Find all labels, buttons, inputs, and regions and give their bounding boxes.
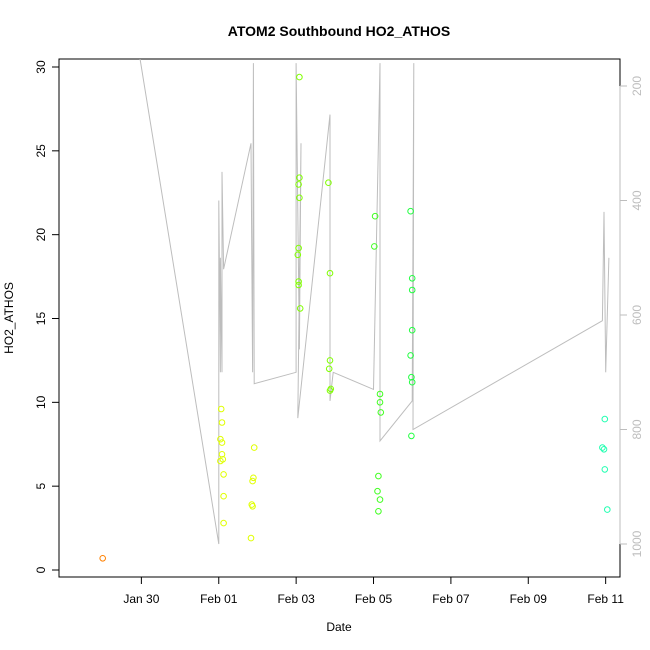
data-point	[295, 281, 302, 289]
chart-title: ATOM2 Southbound HO2_ATHOS	[228, 23, 450, 39]
x-tick-label: Feb 07	[432, 592, 470, 606]
right-tick-label: 400	[630, 190, 644, 210]
data-point	[599, 444, 606, 451]
data-point	[407, 352, 414, 359]
data-point	[374, 487, 381, 495]
data-point	[296, 174, 303, 181]
data-point	[296, 73, 303, 81]
x-axis: Jan 30 Feb 01 Feb 03 Feb 05 Feb 07 Feb 09 Feb …	[123, 576, 624, 606]
data-point	[295, 278, 302, 285]
right-tick-label: 200	[630, 76, 644, 96]
y-tick-label: 5	[34, 483, 48, 490]
data-point	[376, 390, 384, 398]
plot-frame	[58, 58, 621, 578]
data-point	[250, 474, 257, 482]
data-point	[217, 435, 224, 443]
data-point	[218, 439, 226, 446]
y-tick-label: 15	[34, 312, 48, 326]
data-point	[408, 378, 416, 386]
data-point	[325, 179, 332, 186]
data-point	[371, 243, 378, 250]
x-axis-label: Date	[326, 620, 352, 634]
data-point	[218, 419, 226, 426]
right-tick-label: 600	[630, 305, 644, 325]
x-tick-label: Feb 09	[510, 592, 548, 606]
data-point	[326, 269, 334, 277]
x-tick-label: Feb 03	[277, 592, 315, 606]
data-point	[408, 326, 416, 334]
data-point	[294, 251, 302, 259]
data-point	[327, 385, 335, 393]
y-tick-label: 0	[34, 566, 48, 573]
data-point	[376, 399, 384, 406]
right-tick-label: 800	[630, 419, 644, 439]
data-point	[249, 477, 256, 485]
data-point	[408, 286, 416, 294]
data-point	[371, 212, 379, 220]
data-point	[408, 275, 416, 282]
data-point	[376, 496, 384, 503]
data-point	[408, 432, 415, 440]
data-point	[295, 244, 302, 252]
data-point	[377, 409, 385, 416]
data-point	[220, 471, 227, 478]
pressure-line	[139, 59, 610, 545]
data-point	[601, 415, 609, 423]
right-tick-label: 1000	[630, 530, 644, 557]
x-tick-label: Jan 30	[123, 592, 159, 606]
data-point	[250, 444, 258, 451]
y-axis: 0 5 10 15 20 25 30	[34, 60, 60, 573]
y-tick-label: 20	[34, 228, 48, 242]
y-tick-label: 25	[34, 144, 48, 158]
pressure-line-layer	[139, 59, 610, 545]
data-point	[375, 508, 382, 515]
data-point	[217, 405, 225, 413]
right-axis: 200 400 600 800 1000	[619, 76, 644, 557]
data-point	[296, 194, 303, 202]
data-point	[408, 373, 415, 381]
data-point	[220, 519, 227, 527]
y-axis-label: HO2_ATHOS	[2, 282, 16, 354]
x-tick-label: Feb 01	[200, 592, 238, 606]
data-point	[219, 456, 227, 463]
data-point	[407, 207, 414, 215]
data-point	[375, 472, 382, 480]
points-layer	[99, 73, 611, 562]
data-point	[295, 181, 302, 188]
data-point	[604, 506, 611, 513]
data-point	[325, 365, 333, 373]
data-point	[600, 446, 608, 453]
data-point	[218, 451, 226, 458]
data-point	[99, 555, 106, 562]
x-tick-label: Feb 11	[587, 592, 624, 606]
data-point	[220, 492, 227, 500]
data-point	[247, 534, 255, 542]
data-point	[249, 503, 256, 510]
data-point	[296, 305, 304, 312]
data-point	[601, 466, 609, 473]
x-tick-label: Feb 05	[355, 592, 393, 606]
data-point	[326, 357, 334, 364]
y-tick-label: 30	[34, 60, 48, 74]
y-tick-label: 10	[34, 395, 48, 409]
